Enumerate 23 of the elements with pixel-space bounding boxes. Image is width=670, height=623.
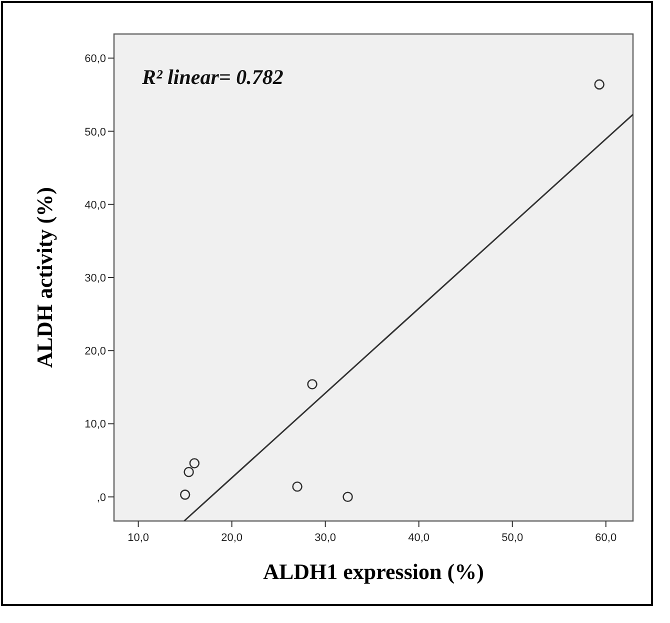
x-tick-label: 50,0 bbox=[502, 532, 524, 544]
point bbox=[292, 481, 302, 492]
y-tick-label: 30,0 bbox=[84, 272, 106, 284]
point bbox=[307, 379, 318, 390]
y-tick-label: 40,0 bbox=[84, 199, 106, 212]
y-tick-label: 60,0 bbox=[84, 53, 106, 66]
x-tick-label: 10,0 bbox=[128, 532, 150, 544]
y-axis-title: ALDH activity (%) bbox=[32, 187, 57, 368]
x-tick-label: 30,0 bbox=[314, 532, 336, 544]
point bbox=[342, 492, 353, 502]
point bbox=[594, 79, 604, 90]
y-tick-label: 20,0 bbox=[84, 346, 106, 358]
x-axis-title: ALDH1 expression (%) bbox=[263, 559, 484, 584]
x-tick-label: 40,0 bbox=[408, 532, 430, 544]
y-tick-label: 10,0 bbox=[84, 418, 106, 431]
y-tick-label: 50,0 bbox=[84, 126, 106, 138]
annotation: R² linear= 0.782 bbox=[141, 65, 284, 89]
point bbox=[180, 490, 190, 500]
x-tick-label: 60,0 bbox=[595, 532, 617, 544]
x-tick-label: 20,0 bbox=[221, 532, 243, 544]
point bbox=[184, 466, 194, 478]
point bbox=[189, 458, 200, 468]
y-tick-label: ,0 bbox=[96, 492, 106, 504]
